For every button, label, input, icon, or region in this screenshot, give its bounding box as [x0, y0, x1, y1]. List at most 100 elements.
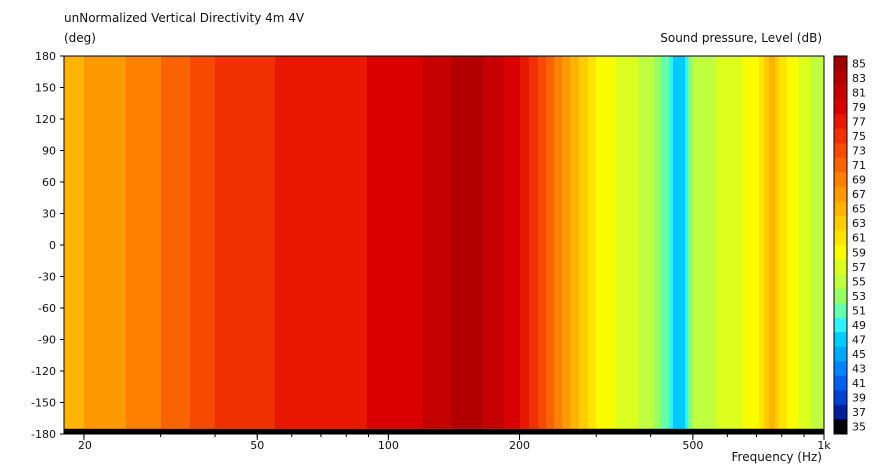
- colorbar-swatch: [834, 114, 847, 130]
- heatmap-cell: [93, 56, 95, 429]
- heatmap-cell: [522, 56, 524, 429]
- heatmap-cell: [208, 56, 210, 429]
- heatmap-cell: [104, 56, 106, 429]
- heatmap-cell: [493, 56, 495, 429]
- heatmap-cell: [449, 56, 451, 429]
- colorbar-tick-label: 43: [852, 363, 866, 376]
- heatmap-cell: [234, 56, 236, 429]
- heatmap-cell: [568, 56, 570, 429]
- colorbar-tick-label: 73: [852, 145, 866, 158]
- colorbar-tick-label: 75: [852, 130, 866, 143]
- heatmap-cell: [502, 56, 504, 429]
- heatmap-cell: [403, 56, 405, 429]
- heatmap-cell: [127, 56, 129, 429]
- heatmap-cell: [633, 56, 635, 429]
- heatmap-cell: [196, 56, 198, 429]
- heatmap-cell: [492, 56, 494, 429]
- heatmap-cell: [77, 56, 79, 429]
- heatmap-cell: [654, 56, 656, 429]
- colorbar-swatch: [834, 230, 847, 246]
- heatmap-cell: [520, 56, 522, 429]
- heatmap-cell: [233, 56, 235, 429]
- heatmap-cell: [355, 56, 357, 429]
- heatmap-cell: [661, 56, 663, 429]
- heatmap-cell: [298, 56, 300, 429]
- colorbar-swatch: [834, 332, 847, 348]
- colorbar-swatch: [834, 375, 847, 391]
- heatmap-cell: [94, 56, 96, 429]
- heatmap-cell: [801, 56, 803, 429]
- heatmap-cell: [411, 56, 413, 429]
- heatmap-cell: [138, 56, 140, 429]
- heatmap-cell: [657, 56, 659, 429]
- heatmap-cell: [444, 56, 446, 429]
- heatmap-cell: [321, 56, 323, 429]
- heatmap-cell: [404, 56, 406, 429]
- heatmap-cell: [221, 56, 223, 429]
- heatmap-cell: [88, 56, 90, 429]
- heatmap-cell: [450, 56, 452, 429]
- heatmap-cell: [422, 56, 424, 429]
- heatmap-cell: [405, 56, 407, 429]
- heatmap-cell: [653, 56, 655, 429]
- heatmap-low-band: [64, 428, 824, 434]
- heatmap-cell: [238, 56, 240, 429]
- heatmap-cell: [394, 56, 396, 429]
- heatmap-cell: [143, 56, 145, 429]
- heatmap-cell: [462, 56, 464, 429]
- heatmap-cell: [619, 56, 621, 429]
- heatmap-cell: [437, 56, 439, 429]
- heatmap-cell: [229, 56, 231, 429]
- heatmap-cell: [85, 56, 87, 429]
- heatmap-cell: [348, 56, 350, 429]
- heatmap-cell: [386, 56, 388, 429]
- heatmap-cell: [186, 56, 188, 429]
- heatmap-cell: [303, 56, 305, 429]
- heatmap-cell: [248, 56, 250, 429]
- heatmap-cell: [623, 56, 625, 429]
- heatmap-cell: [752, 56, 754, 429]
- heatmap-cell: [243, 56, 245, 429]
- heatmap-cell: [589, 56, 591, 429]
- heatmap-cell: [822, 56, 824, 429]
- heatmap-cell: [499, 56, 501, 429]
- colorbar-swatch: [834, 56, 847, 72]
- heatmap-cell: [123, 56, 125, 429]
- heatmap-cell: [429, 56, 431, 429]
- heatmap-cell: [697, 56, 699, 429]
- heatmap-cell: [382, 56, 384, 429]
- heatmap-cell: [735, 56, 737, 429]
- heatmap-cell: [270, 56, 272, 429]
- heatmap-cell: [642, 56, 644, 429]
- heatmap-cell: [397, 56, 399, 429]
- heatmap-cell: [271, 56, 273, 429]
- heatmap-cell: [359, 56, 361, 429]
- heatmap-cell: [494, 56, 496, 429]
- heatmap-cell: [692, 56, 694, 429]
- colorbar-tick-label: 47: [852, 334, 866, 347]
- heatmap-cell: [191, 56, 193, 429]
- heatmap-cell: [201, 56, 203, 429]
- heatmap-cell: [618, 56, 620, 429]
- heatmap-cell: [821, 56, 823, 429]
- heatmap-cell: [556, 56, 558, 429]
- heatmap-cell: [356, 56, 358, 429]
- heatmap-cell: [207, 56, 209, 429]
- heatmap-cell: [431, 56, 433, 429]
- heatmap-cell: [438, 56, 440, 429]
- heatmap-cell: [632, 56, 634, 429]
- heatmap-cell: [65, 56, 67, 429]
- heatmap-cell: [561, 56, 563, 429]
- heatmap-cell: [562, 56, 564, 429]
- heatmap-cell: [780, 56, 782, 429]
- heatmap-cell: [813, 56, 815, 429]
- heatmap-cell: [190, 56, 192, 429]
- heatmap-cell: [252, 56, 254, 429]
- heatmap-cell: [130, 56, 132, 429]
- heatmap-cell: [505, 56, 507, 429]
- heatmap-cell: [269, 56, 271, 429]
- heatmap-cell: [753, 56, 755, 429]
- heatmap-cell: [241, 56, 243, 429]
- heatmap-cell: [755, 56, 757, 429]
- heatmap-cell: [530, 56, 532, 429]
